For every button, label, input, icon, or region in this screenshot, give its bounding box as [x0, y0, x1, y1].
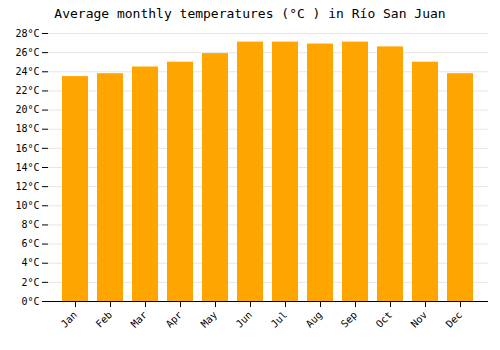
svg-text:Aug: Aug — [304, 309, 325, 330]
svg-text:22°C: 22°C — [15, 85, 39, 96]
svg-text:Jul: Jul — [269, 309, 290, 330]
html-text:Average monthly temperatures (: Average monthly temperatures (°C ) in Rí… — [54, 6, 446, 21]
svg-text:Sep: Sep — [339, 309, 360, 330]
svg-text:Dec: Dec — [444, 309, 465, 330]
svg-text:Jan: Jan — [59, 309, 80, 330]
svg-text:May: May — [199, 309, 220, 330]
svg-text:20°C: 20°C — [15, 104, 39, 115]
svg-text:8°C: 8°C — [21, 219, 39, 230]
svg-text:Oct: Oct — [374, 309, 395, 330]
svg-text:Nov: Nov — [409, 309, 430, 330]
svg-text:6°C: 6°C — [21, 238, 39, 249]
svg-text:4°C: 4°C — [21, 257, 39, 268]
svg-text:2°C: 2°C — [21, 277, 39, 288]
svg-text:16°C: 16°C — [15, 143, 39, 154]
svg-text:28°C: 28°C — [15, 28, 39, 39]
svg-text:Mar: Mar — [129, 309, 150, 330]
svg-text:14°C: 14°C — [15, 162, 39, 173]
svg-text:Jun: Jun — [234, 309, 255, 330]
svg-text:0°C: 0°C — [21, 296, 39, 307]
svg-text:26°C: 26°C — [15, 47, 39, 58]
svg-text:Apr: Apr — [164, 309, 185, 330]
svg-text:24°C: 24°C — [15, 66, 39, 77]
svg-text:10°C: 10°C — [15, 200, 39, 211]
svg-text:12°C: 12°C — [15, 181, 39, 192]
svg-text:Feb: Feb — [94, 309, 115, 330]
svg-text:18°C: 18°C — [15, 123, 39, 134]
